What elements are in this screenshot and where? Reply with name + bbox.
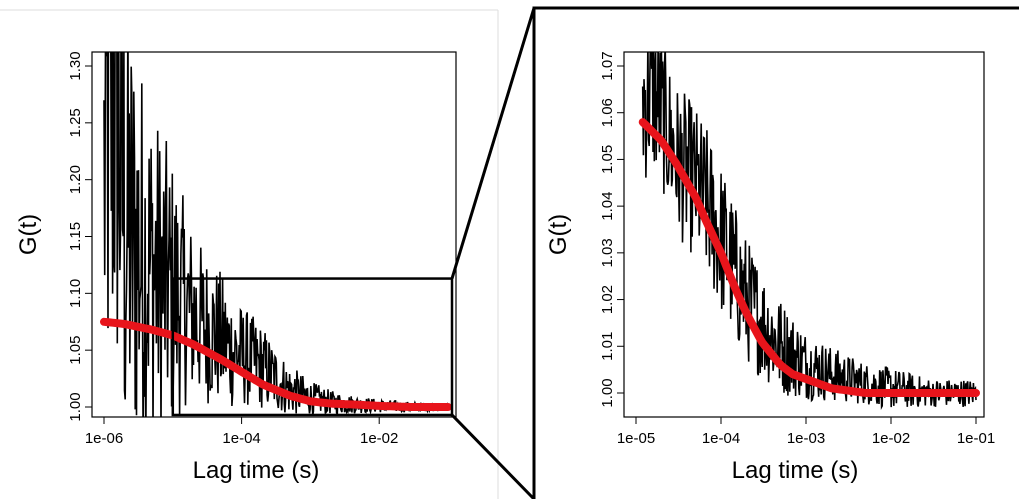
x-tick-label: 1e-02 bbox=[360, 430, 398, 447]
x-tick-label: 1e-05 bbox=[617, 430, 655, 447]
y-tick-label: 1.15 bbox=[67, 222, 84, 251]
measured-trace bbox=[641, 52, 977, 411]
zoom-connector-bottom bbox=[450, 413, 536, 499]
fit-curve bbox=[638, 118, 980, 397]
y-tick-label: 1.07 bbox=[599, 51, 616, 80]
y-tick-label: 1.10 bbox=[67, 279, 84, 308]
y-axis-title: G(t) bbox=[545, 214, 572, 255]
x-tick-label: 1e-06 bbox=[85, 430, 123, 447]
x-tick-label: 1e-02 bbox=[872, 430, 910, 447]
y-tick-label: 1.25 bbox=[67, 108, 84, 137]
y-tick-label: 1.20 bbox=[67, 165, 84, 194]
y-axis-title: G(t) bbox=[15, 214, 42, 255]
y-tick-label: 1.06 bbox=[599, 98, 616, 127]
y-tick-label: 1.00 bbox=[67, 392, 84, 421]
x-axis-title: Lag time (s) bbox=[732, 457, 859, 484]
x-tick-label: 1e-04 bbox=[222, 430, 260, 447]
measured-trace bbox=[103, 52, 449, 417]
x-tick-label: 1e-01 bbox=[957, 430, 995, 447]
y-tick-label: 1.02 bbox=[599, 285, 616, 314]
zoom-connector-top bbox=[450, 7, 536, 279]
y-tick-label: 1.05 bbox=[67, 336, 84, 365]
chart-panel-zoom: 1.00 1.01 1.02 1.03 1.04 1.05 1.06 1.07 1e-05 1e-… bbox=[545, 51, 995, 484]
fit-curve bbox=[100, 317, 452, 411]
chart-panel-overview: 1.00 1.05 1.10 1.15 1.20 1.25 1.30 1e-06 1e-04 1e… bbox=[15, 7, 536, 499]
x-tick-label: 1e-04 bbox=[702, 430, 740, 447]
y-tick-label: 1.05 bbox=[599, 145, 616, 174]
zoom-box bbox=[171, 277, 454, 417]
x-axis-title: Lag time (s) bbox=[193, 457, 320, 484]
plot-frame bbox=[91, 51, 457, 418]
y-tick-label: 1.04 bbox=[599, 192, 616, 221]
x-tick-label: 1e-03 bbox=[787, 430, 825, 447]
y-tick-label: 1.01 bbox=[599, 332, 616, 361]
y-tick-label: 1.00 bbox=[599, 378, 616, 407]
y-tick-label: 1.03 bbox=[599, 238, 616, 267]
plot-frame bbox=[623, 51, 985, 418]
y-tick-label: 1.30 bbox=[67, 51, 84, 80]
